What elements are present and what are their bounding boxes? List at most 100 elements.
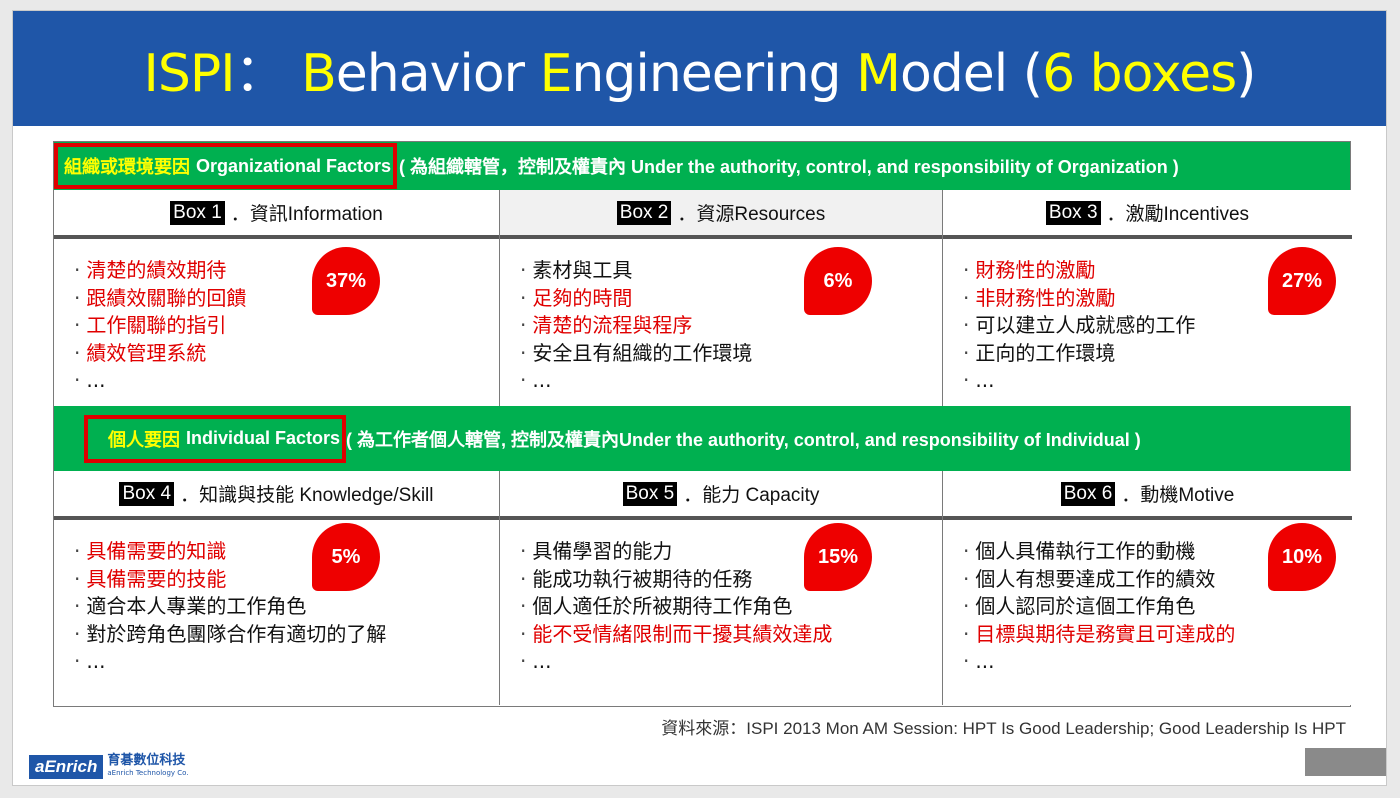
box-body: · 個人具備執行工作的動機 · 個人有想要達成工作的績效 · 個人認同於這個工作角色 · 目標… [943, 520, 1352, 754]
list-item-text: 具備學習的能力 [532, 539, 673, 563]
list-item-text: ... [86, 368, 106, 392]
list-item: · 財務性的激勵 [963, 257, 1195, 285]
org-factors-cn: 組織或環境要因 [64, 157, 190, 177]
list-item: · 非財務性的激勵 [963, 285, 1195, 313]
org-factors-highlight: 組織或環境要因 Organizational Factors [54, 143, 398, 189]
list-item: · 能成功執行被期待的任務 [520, 566, 832, 594]
ind-factors-en: Individual Factors [186, 428, 341, 448]
box-body: · 具備需要的知識 · 具備需要的技能 · 適合本人專業的工作角色 · 對於跨角色團隊合作有適… [54, 520, 499, 754]
list-item-text: 個人適任於所被期待工作角色 [532, 594, 793, 618]
list-item: · 清楚的流程與程序 [520, 312, 752, 340]
bullet-dot: · [74, 285, 81, 310]
bullet-dot: · [520, 313, 527, 337]
list-item: · 清楚的績效期待 [74, 257, 246, 285]
list-item-text: 清楚的績效期待 [86, 258, 227, 282]
bullet-dot: · [74, 566, 81, 591]
list-item-text: 具備需要的知識 [86, 539, 227, 563]
list-item: · 安全且有組織的工作環境 [520, 340, 752, 368]
list-item-text: 安全且有組織的工作環境 [532, 340, 753, 365]
list-item-text: 財務性的激勵 [975, 258, 1096, 282]
list-item-text: ... [975, 649, 995, 673]
ind-factors-desc: ( 為工作者個人轄管, 控制及權責內Under the authority, c… [346, 429, 1141, 450]
box-label: ．能力 Capacity [683, 485, 820, 506]
title-part: ) [1236, 44, 1256, 104]
box-cell: Box 5 ．能力 Capacity · 具備學習的能力 · 能成功執行被期待的任務 · 個人… [500, 471, 943, 705]
list-item: · 個人具備執行工作的動機 [963, 538, 1235, 566]
logo-cn: 育碁數位科技 aEnrich Technology Co. [107, 754, 188, 780]
list-item-text: 適合本人專業的工作角色 [86, 594, 307, 618]
title-part: E [539, 44, 573, 104]
logo-mark: aEnrich [29, 755, 104, 779]
list-item-text: ... [86, 649, 106, 673]
list-item: ·... [963, 367, 1195, 395]
title-part: B [301, 44, 337, 104]
list-item-text: 足夠的時間 [532, 285, 633, 310]
bullet-dot: · [520, 594, 527, 618]
bullet-dot: · [74, 539, 81, 563]
percentage-badge: 5% [312, 523, 380, 591]
percentage-badge: 27% [1268, 247, 1336, 315]
box-header: Box 5 ．能力 Capacity [500, 471, 942, 520]
behavior-model-table: 組織或環境要因 Organizational Factors ( 為組織轄管，控… [53, 141, 1352, 707]
list-item: · 足夠的時間 [520, 285, 752, 313]
ind-factors-band: 個人要因 Individual Factors ( 為工作者個人轄管, 控制及權… [54, 406, 1350, 471]
list-item-text: 跟績效關聯的回饋 [86, 285, 247, 310]
box-header: Box 2 ．資源Resources [500, 190, 942, 239]
list-item: · 工作關聯的指引 [74, 312, 246, 340]
list-item-text: 具備需要的技能 [86, 566, 227, 591]
bullet-dot: · [520, 621, 527, 646]
bullet-dot: · [963, 566, 970, 591]
box-cell: Box 6 ．動機Motive · 個人具備執行工作的動機 · 個人有想要達成工作的績效 ·… [943, 471, 1352, 705]
box-cell: Box 3 ．激勵Incentives · 財務性的激勵 · 非財務性的激勵 · 可以建立人成… [943, 190, 1352, 406]
percentage-badge: 6% [804, 247, 872, 315]
bullet-dot: · [520, 340, 527, 365]
bullet-dot: · [520, 539, 527, 563]
bullet-dot: · [74, 258, 81, 282]
box-header: Box 1 ．資訊Information [54, 190, 499, 239]
list-item: · 能不受情緒限制而干擾其績效達成 [520, 621, 832, 649]
box-items: · 個人具備執行工作的動機 · 個人有想要達成工作的績效 · 個人認同於這個工作角色 · 目標… [963, 538, 1235, 676]
list-item: · 素材與工具 [520, 257, 752, 285]
box-header: Box 3 ．激勵Incentives [943, 190, 1352, 239]
list-item-text: ... [532, 368, 552, 392]
page-title: ISPI： Behavior Engineering Model (6 boxe… [143, 31, 1257, 106]
list-item: · 具備學習的能力 [520, 538, 832, 566]
list-item: · 具備需要的知識 [74, 538, 386, 566]
percentage-badge: 15% [804, 523, 872, 591]
title-part: M [856, 44, 901, 104]
list-item: · 具備需要的技能 [74, 566, 386, 594]
logo-cn-name: 育碁數位科技 [107, 753, 186, 768]
bullet-dot: · [963, 649, 970, 673]
list-item: · 對於跨角色團隊合作有適切的了解 [74, 621, 386, 649]
box-items: · 清楚的績效期待 · 跟績效關聯的回饋 · 工作關聯的指引 · 績效管理系統 ·... [74, 257, 246, 395]
list-item-text: 能不受情緒限制而干擾其績效達成 [532, 621, 833, 646]
bullet-dot: · [963, 368, 970, 392]
list-item: · 適合本人專業的工作角色 [74, 593, 386, 621]
box-body: · 具備學習的能力 · 能成功執行被期待的任務 · 個人適任於所被期待工作角色 · 能不受情緒… [500, 520, 942, 754]
ind-factors-cn: 個人要因 [108, 429, 180, 450]
box-body: · 財務性的激勵 · 非財務性的激勵 · 可以建立人成就感的工作 · 正向的工作環境 ·... 2… [943, 239, 1352, 455]
bullet-dot: · [520, 368, 527, 392]
box-cell: Box 1 ．資訊Information · 清楚的績效期待 · 跟績效關聯的回饋 · 工作關… [54, 190, 500, 406]
list-item: · 績效管理系統 [74, 340, 246, 368]
bullet-dot: · [963, 594, 970, 618]
bullet-dot: · [963, 621, 970, 646]
org-factors-desc: ( 為組織轄管，控制及權責內 Under the authority, cont… [399, 157, 1179, 177]
title-part: ISPI [143, 44, 236, 104]
box-header: Box 6 ．動機Motive [943, 471, 1352, 520]
bullet-dot: · [74, 594, 81, 618]
list-item: · 目標與期待是務實且可達成的 [963, 621, 1235, 649]
list-item-text: 工作關聯的指引 [86, 313, 227, 337]
box-tag: Box 2 [616, 200, 672, 225]
box-tag: Box 4 [119, 481, 175, 506]
title-part: ehavior [335, 44, 540, 104]
box-label: ．動機Motive [1121, 485, 1235, 506]
list-item-text: 可以建立人成就感的工作 [975, 313, 1196, 337]
bullet-dot: · [520, 285, 527, 310]
list-item-text: 績效管理系統 [86, 340, 207, 365]
box-tag: Box 1 [170, 200, 225, 225]
list-item-text: 個人具備執行工作的動機 [975, 539, 1196, 563]
bullet-dot: · [963, 285, 970, 310]
org-factors-en: Organizational Factors [196, 155, 392, 176]
bullet-dot: · [963, 340, 970, 365]
